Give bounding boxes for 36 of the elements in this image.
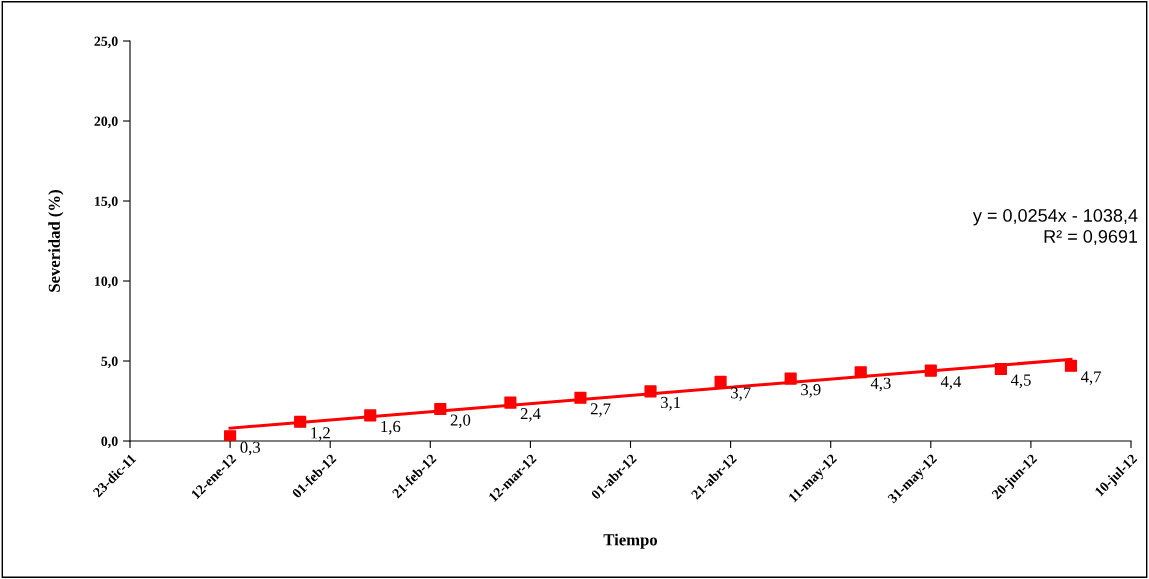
point xyxy=(714,375,727,388)
point xyxy=(294,415,307,428)
point xyxy=(364,409,377,422)
y-tick-label: 0,0 xyxy=(101,436,118,448)
y-tick-label: 10,0 xyxy=(95,276,118,288)
point xyxy=(644,385,657,398)
point xyxy=(924,364,937,377)
y-tick-label: 20,0 xyxy=(94,116,118,128)
point xyxy=(784,372,797,385)
data-label: 3,7 xyxy=(731,387,751,401)
data-label: 1,2 xyxy=(311,427,330,441)
data-label: 2,4 xyxy=(520,408,541,422)
data-label: 2,7 xyxy=(590,403,611,417)
data-label: 3,9 xyxy=(801,384,821,398)
data-label: 4,5 xyxy=(1010,374,1031,389)
x-axis-title: Tiempo xyxy=(603,533,658,549)
data-label: 0,3 xyxy=(240,441,260,456)
point xyxy=(994,362,1007,376)
y-axis-title: Severidad (%) xyxy=(48,190,64,292)
data-label: 3,1 xyxy=(661,396,681,411)
annotation: y = 0,0254x - 1038,4 xyxy=(972,209,1138,226)
point xyxy=(574,391,587,404)
point xyxy=(434,402,447,416)
data-label: 2,0 xyxy=(450,414,471,429)
point xyxy=(224,430,237,441)
y-tick-label: 25,0 xyxy=(94,36,118,48)
annotation: R² = 0,9691 xyxy=(1044,230,1138,245)
point xyxy=(504,396,517,409)
point xyxy=(1064,359,1078,372)
point xyxy=(854,366,867,379)
data-label: 4,3 xyxy=(870,377,891,392)
y-tick-label: 5,0 xyxy=(101,356,118,368)
data-label: 1,6 xyxy=(381,420,401,435)
y-tick-label: 15,0 xyxy=(95,196,118,208)
data-label: 4,4 xyxy=(940,376,962,390)
data-label: 4,7 xyxy=(1080,371,1102,385)
